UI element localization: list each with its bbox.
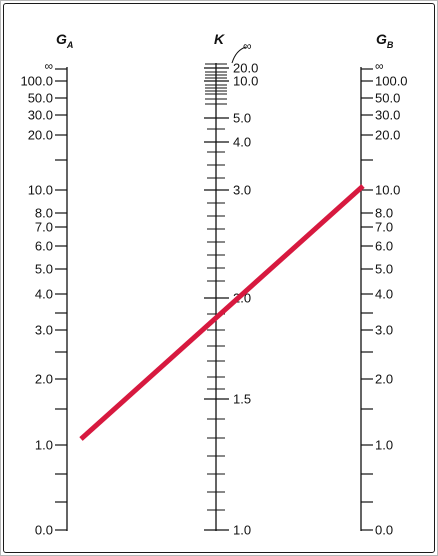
- gb-label-1-0: 1.0: [375, 438, 393, 453]
- ga-label-20-0: 20.0: [28, 128, 53, 143]
- k-title: K: [214, 31, 225, 47]
- ga-label-100-0: 100.0: [20, 74, 53, 89]
- ga-label-infinity: ∞: [44, 59, 53, 73]
- ga-label-30-0: 30.0: [28, 108, 53, 123]
- solution-line: [79, 184, 365, 441]
- gb-label-5-0: 5.0: [375, 262, 393, 277]
- k-label-10-0: 10.0: [233, 74, 258, 89]
- ga-label-6-0: 6.0: [35, 239, 53, 254]
- k-label-20-0: 20.0: [233, 61, 258, 76]
- ga-label-8-0: 8.0: [35, 206, 53, 221]
- ga-label-1-0: 1.0: [35, 438, 53, 453]
- gb-label-8-0: 8.0: [375, 206, 393, 221]
- ga-label-7-0: 7.0: [35, 220, 53, 235]
- ga-label-2-0: 2.0: [35, 372, 53, 387]
- gb-label-10-0: 10.0: [375, 183, 400, 198]
- nomograph-border: [3, 3, 435, 553]
- k-infinity-label: ∞: [243, 39, 252, 53]
- gb-label-4-0: 4.0: [375, 287, 393, 302]
- gb-label-3-0: 3.0: [375, 323, 393, 338]
- ga-label-4-0: 4.0: [35, 287, 53, 302]
- ga-label-0-0: 0.0: [35, 523, 53, 538]
- gb-label-20-0: 20.0: [375, 128, 400, 143]
- ga-label-5-0: 5.0: [35, 262, 53, 277]
- k-label-5-0: 5.0: [233, 111, 251, 126]
- k-label-1-0: 1.0: [233, 523, 251, 538]
- gb-label-2-0: 2.0: [375, 372, 393, 387]
- gb-label-0-0: 0.0: [375, 523, 393, 538]
- k-label-3-0: 3.0: [233, 183, 251, 198]
- k-scale: 20.010.05.04.03.02.01.51.0: [204, 61, 258, 538]
- gb-scale: ∞100.0 50.0 30.0 20.0 10.0 8.07.0 6.0 5.0 4.0 3.0…: [361, 59, 408, 538]
- ga-label-50-0: 50.0: [28, 91, 53, 106]
- gb-label-7-0: 7.0: [375, 220, 393, 235]
- ga-label-3-0: 3.0: [35, 323, 53, 338]
- gb-title: GB: [376, 31, 394, 50]
- ga-label-10-0: 10.0: [28, 183, 53, 198]
- k-infinity-leader: [231, 46, 247, 64]
- gb-label-30-0: 30.0: [375, 108, 400, 123]
- gb-label-6-0: 6.0: [375, 239, 393, 254]
- gb-label-100-0: 100.0: [375, 74, 408, 89]
- ga-title: GA: [56, 31, 73, 50]
- k-label-4-0: 4.0: [233, 135, 251, 150]
- k-label-1-5: 1.5: [233, 392, 251, 407]
- gb-label-50-0: 50.0: [375, 91, 400, 106]
- ga-scale: ∞100.0 50.0 30.0 20.0 10.0 8.07.0 6.0 5.0 4.0 3.0…: [20, 59, 67, 538]
- gb-label-infinity: ∞: [375, 59, 384, 73]
